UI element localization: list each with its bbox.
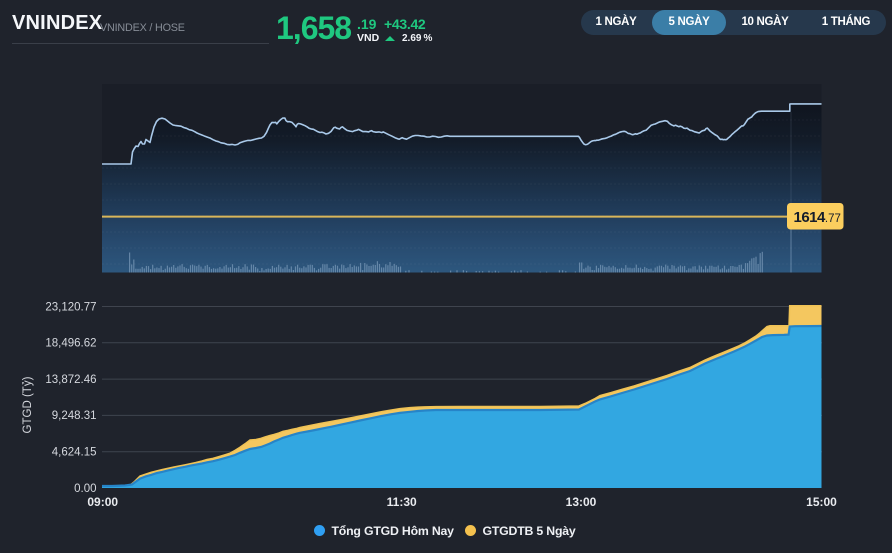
- svg-text:1614.77: 1614.77: [794, 209, 841, 226]
- svg-text:15:00: 15:00: [806, 495, 837, 509]
- svg-text:0.00: 0.00: [74, 483, 96, 495]
- svg-text:13:00: 13:00: [566, 495, 597, 509]
- svg-text:9,248.31: 9,248.31: [52, 410, 97, 422]
- svg-text:4,624.15: 4,624.15: [52, 447, 97, 459]
- svg-text:13,872.46: 13,872.46: [45, 374, 96, 386]
- svg-text:18,496.62: 18,496.62: [45, 338, 96, 350]
- svg-text:GTGD (Tỷ): GTGD (Tỷ): [22, 376, 34, 433]
- svg-text:09:00: 09:00: [87, 495, 118, 509]
- svg-text:11:30: 11:30: [387, 495, 417, 509]
- svg-text:23,120.77: 23,120.77: [45, 301, 96, 313]
